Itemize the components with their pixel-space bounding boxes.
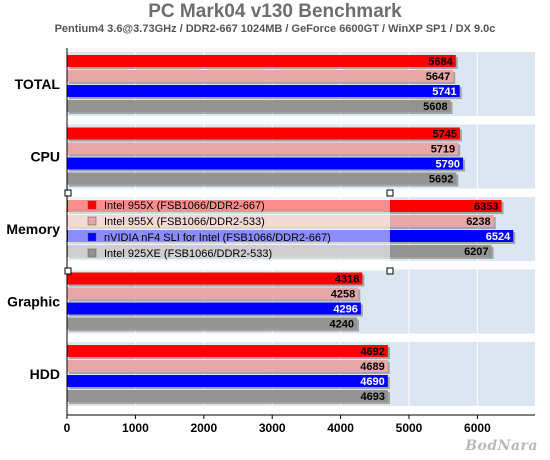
bar — [67, 157, 464, 170]
category-label: Graphic — [7, 294, 60, 310]
bar — [67, 360, 388, 372]
bar-value-label: 6353 — [474, 201, 498, 213]
bar — [67, 345, 388, 357]
x-tick-label: 4000 — [327, 421, 354, 435]
legend-label: Intel 955X (FSB1066/DDR2-533) — [104, 216, 265, 228]
bar — [67, 287, 359, 300]
legend-swatch — [87, 248, 97, 258]
legend-handle — [64, 267, 72, 275]
bar — [67, 302, 361, 315]
bar-value-label: 5790 — [436, 159, 460, 171]
legend-handle — [386, 189, 394, 197]
bar — [67, 272, 363, 285]
bar-value-label: 4690 — [360, 376, 384, 388]
category-label: Memory — [6, 221, 60, 237]
bar-value-label: 5647 — [426, 71, 450, 83]
bar-value-label: 5608 — [423, 101, 447, 113]
bar — [67, 375, 388, 387]
legend-swatch — [87, 200, 97, 210]
x-tick-label: 0 — [64, 421, 71, 435]
watermark-logo: BodNara — [465, 438, 538, 454]
bar-value-label: 4240 — [330, 319, 354, 331]
bar-value-label: 6524 — [486, 231, 511, 243]
legend-handle — [386, 267, 394, 275]
bar — [67, 142, 459, 155]
bar-value-label: 5741 — [432, 86, 456, 98]
bar-value-label: 6207 — [464, 246, 488, 258]
category-label: TOTAL — [15, 76, 61, 92]
bar — [67, 127, 460, 140]
bar — [67, 70, 454, 82]
bar — [67, 85, 460, 97]
bar-value-label: 5692 — [429, 174, 453, 186]
category-label: HDD — [30, 366, 60, 382]
bar — [67, 55, 456, 67]
x-tick-label: 1000 — [122, 421, 149, 435]
bar-value-label: 4692 — [360, 346, 384, 358]
bar-value-label: 4689 — [360, 361, 384, 373]
chart-title: PC Mark04 v130 Benchmark — [148, 1, 402, 22]
legend-label: nVIDIA nF4 SLI for Intel (FSB1066/DDR2-6… — [104, 232, 331, 244]
bar — [67, 317, 358, 330]
x-tick-label: 2000 — [190, 421, 217, 435]
bar — [67, 100, 451, 112]
bar-value-label: 6238 — [466, 216, 490, 228]
legend-label: Intel 925XE (FSB1066/DDR2-533) — [104, 248, 272, 260]
bar-value-label: 4318 — [335, 274, 359, 286]
category-label: CPU — [30, 149, 60, 165]
legend-swatch — [87, 216, 97, 226]
bar — [67, 390, 389, 402]
bar-value-label: 5719 — [431, 144, 455, 156]
x-tick-label: 6000 — [464, 421, 491, 435]
legend-swatch — [87, 232, 97, 242]
x-tick-label: 3000 — [259, 421, 286, 435]
legend-box — [68, 193, 390, 271]
bar-value-label: 4258 — [331, 289, 355, 301]
bar — [67, 172, 457, 185]
bar-value-label: 5745 — [432, 129, 456, 141]
bar-value-label: 5684 — [428, 56, 453, 68]
x-tick-label: 5000 — [396, 421, 423, 435]
bar-value-label: 4693 — [361, 391, 385, 403]
legend-handle — [64, 189, 72, 197]
bar-value-label: 4296 — [333, 304, 357, 316]
chart-subtitle: Pentium4 3.6@3.73GHz / DDR2-667 1024MB /… — [54, 23, 496, 35]
legend-label: Intel 955X (FSB1066/DDR2-667) — [104, 200, 265, 212]
